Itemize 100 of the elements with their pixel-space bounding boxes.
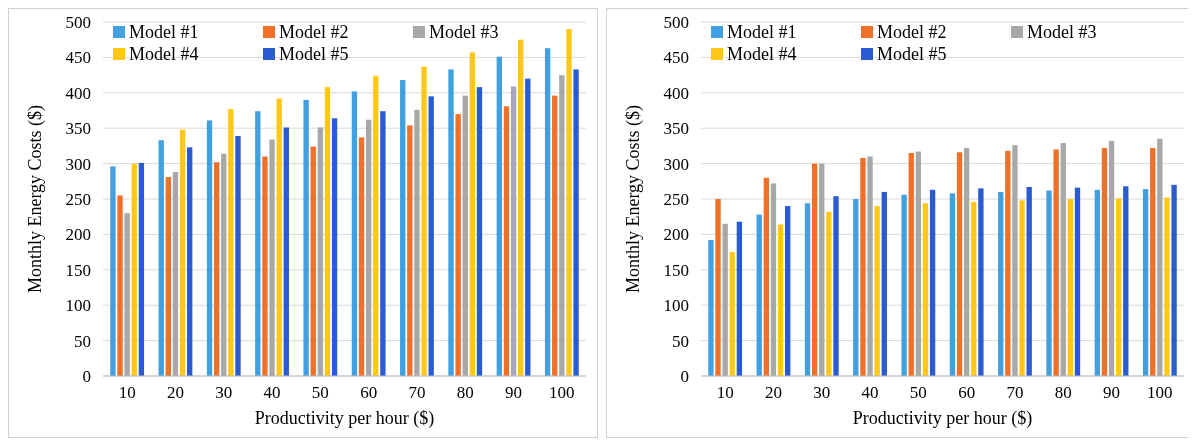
bar <box>110 166 116 376</box>
legend-label: Model #3 <box>429 22 499 43</box>
x-axis-title: Productivity per hour ($) <box>852 408 1033 429</box>
x-tick-label: 10 <box>118 383 136 402</box>
y-tick-label: 200 <box>663 225 689 245</box>
bar <box>1157 138 1163 376</box>
bar <box>165 177 171 376</box>
x-tick-label: 80 <box>456 383 474 402</box>
bar <box>448 69 454 376</box>
bar <box>172 172 179 376</box>
bar <box>1053 149 1059 376</box>
bar <box>956 152 963 376</box>
bar <box>1067 199 1074 376</box>
y-tick-label: 400 <box>65 83 91 103</box>
y-axis-title: Monthly Energy Costs ($) <box>25 104 46 294</box>
bar <box>131 163 137 376</box>
bar <box>117 195 123 376</box>
bar <box>421 66 427 376</box>
y-tick-label: 100 <box>663 296 689 316</box>
bar <box>715 199 721 376</box>
bar <box>1012 145 1018 376</box>
bar <box>1101 148 1108 376</box>
bar <box>881 191 887 376</box>
bar <box>998 191 1004 376</box>
bar <box>777 224 784 376</box>
y-tick-label: 350 <box>663 119 689 139</box>
legend-label: Model #5 <box>279 44 349 65</box>
bar <box>915 151 922 376</box>
bar <box>736 221 743 376</box>
bar <box>1142 189 1149 376</box>
y-tick-label: 450 <box>663 48 689 68</box>
bar <box>804 203 811 376</box>
bar <box>269 139 275 376</box>
bar <box>414 109 420 376</box>
x-tick-label: 30 <box>215 383 233 402</box>
bar <box>525 78 531 376</box>
bar <box>179 129 186 376</box>
bar <box>971 201 977 376</box>
bar <box>729 252 735 376</box>
bar <box>400 80 406 376</box>
bar <box>559 75 565 376</box>
bar <box>708 240 714 376</box>
bar <box>324 87 331 376</box>
x-tick-label: 100 <box>549 383 575 402</box>
bar <box>1123 186 1129 376</box>
legend-label: Model #4 <box>727 44 797 65</box>
y-tick-label: 250 <box>663 189 689 209</box>
legend-label: Model #4 <box>129 44 199 65</box>
bar <box>262 156 268 376</box>
bar <box>1019 200 1025 376</box>
x-axis-title: Productivity per hour ($) <box>254 408 435 429</box>
bar <box>826 211 832 376</box>
bar <box>833 196 839 376</box>
x-tick-label: 90 <box>505 383 523 402</box>
bar <box>358 137 365 376</box>
y-tick-label: 100 <box>65 296 91 316</box>
bar <box>503 106 510 376</box>
bar <box>978 188 984 376</box>
bar <box>1150 148 1156 376</box>
bar <box>544 48 551 376</box>
y-axis-title: Monthly Energy Costs ($) <box>623 104 644 294</box>
y-tick-label: 350 <box>65 119 91 139</box>
bar <box>283 127 289 376</box>
x-tick-label: 70 <box>408 383 426 402</box>
x-tick-label: 10 <box>716 383 734 402</box>
bar <box>922 203 929 376</box>
x-tick-label: 20 <box>764 383 782 402</box>
legend-label: Model #5 <box>877 44 947 65</box>
bar <box>763 177 769 376</box>
x-tick-label: 40 <box>861 383 879 402</box>
bar <box>1116 198 1122 376</box>
bar <box>874 206 880 376</box>
bar <box>462 95 468 376</box>
y-tick-label: 500 <box>663 12 689 32</box>
bar <box>811 163 818 376</box>
y-tick-label: 250 <box>65 189 91 209</box>
bar <box>496 56 502 376</box>
y-tick-label: 0 <box>82 366 91 386</box>
bar <box>1171 184 1177 376</box>
bar <box>552 95 558 376</box>
legend-label: Model #2 <box>279 22 349 43</box>
bar <box>860 157 866 376</box>
bar <box>1046 190 1052 376</box>
bar <box>221 153 227 376</box>
x-tick-label: 50 <box>311 383 329 402</box>
bar <box>853 199 859 376</box>
bar <box>331 118 338 376</box>
bar <box>187 147 193 376</box>
bar <box>819 163 825 376</box>
y-tick-label: 200 <box>65 225 91 245</box>
bar <box>908 152 914 376</box>
bar <box>158 140 164 376</box>
x-tick-label: 60 <box>958 383 976 402</box>
bar <box>469 52 476 376</box>
bar <box>785 206 791 376</box>
bar <box>255 111 261 376</box>
legend-label: Model #3 <box>1027 22 1097 43</box>
y-tick-label: 400 <box>663 83 689 103</box>
y-tick-label: 500 <box>65 12 91 32</box>
bar <box>510 86 517 376</box>
